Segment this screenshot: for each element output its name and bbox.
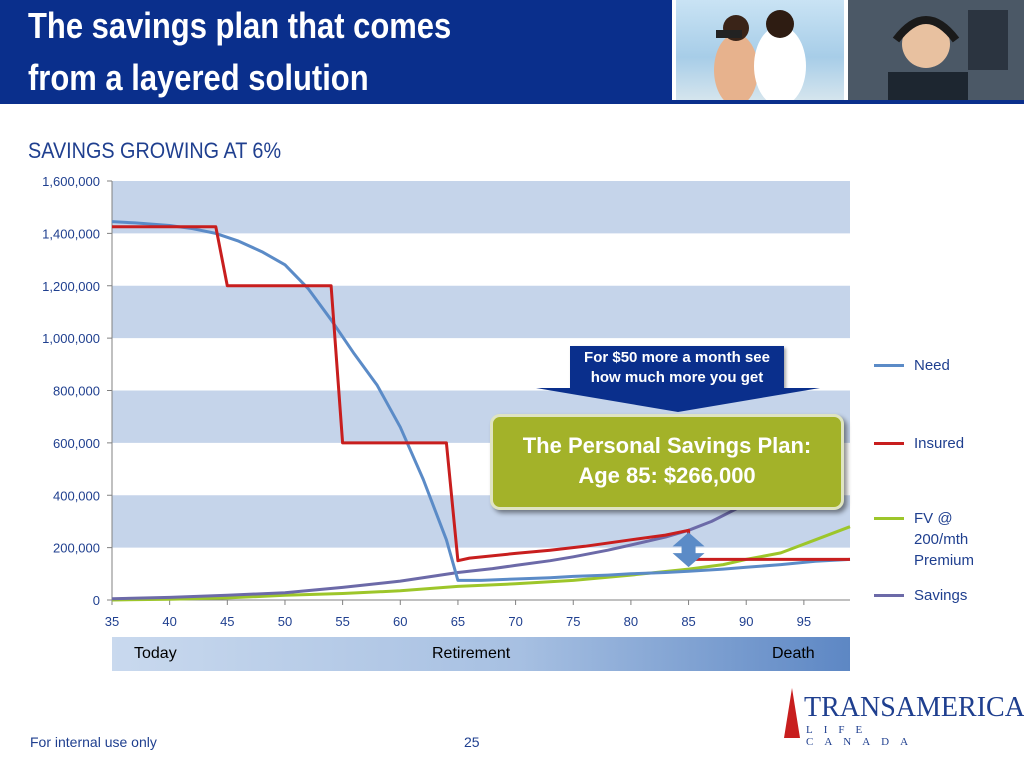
x-tick-label: 70: [508, 614, 522, 629]
double-arrow-head-down: [672, 553, 705, 568]
y-tick-label: 1,000,000: [42, 331, 100, 346]
insured-line: [112, 225, 850, 563]
x-tick-label: 45: [220, 614, 234, 629]
x-tick-label: 35: [105, 614, 119, 629]
chart-subtitle: SAVINGS GROWING AT 6%: [28, 138, 282, 163]
savings-plan-callout: The Personal Savings Plan: Age 85: $266,…: [490, 414, 844, 510]
savings-line: [111, 501, 747, 601]
x-tick-label: 50: [278, 614, 292, 629]
x-tick-label: 95: [797, 614, 811, 629]
x-tick-label: 65: [451, 614, 465, 629]
footer-note: For internal use only: [30, 734, 157, 750]
double-arrow-head-up: [672, 532, 705, 547]
slide-title: The savings plan that comes from a layer…: [28, 5, 452, 98]
y-tick-label: 600,000: [53, 436, 100, 451]
callout-line-1: The Personal Savings Plan:: [522, 433, 812, 458]
y-tick-label: 200,000: [53, 541, 100, 556]
legend-fv-label: FV @ 200/mth Premium: [914, 510, 975, 569]
x-tick-label: 55: [335, 614, 349, 629]
callout-line-2: Age 85: $266,000: [578, 463, 756, 488]
legend-insured-label: Insured: [914, 435, 965, 452]
y-tick-label: 800,000: [53, 384, 100, 399]
x-tick-label: 85: [681, 614, 695, 629]
legend-insured-swatch: [874, 442, 904, 445]
life-timeline: Today Retirement Death: [112, 637, 850, 671]
pyramid-icon: [784, 688, 800, 738]
x-tick-label: 40: [162, 614, 176, 629]
pilot-photo: [848, 0, 1024, 104]
legend-fv-swatch: [874, 517, 904, 520]
monthly-callout: For $50 more a month see how much more y…: [570, 346, 784, 390]
logo-subtitle: LIFE CANADA: [806, 724, 920, 748]
header-rule: [0, 100, 1024, 104]
legend-savings-label: Savings: [914, 587, 968, 604]
timeline-death: Death: [772, 645, 815, 662]
y-tick-label: 1,200,000: [42, 279, 100, 294]
x-tick-label: 80: [624, 614, 638, 629]
legend-need-swatch: [874, 364, 904, 367]
fv-premium-line: [111, 525, 851, 602]
title-band: [0, 0, 672, 104]
x-tick-label: 75: [566, 614, 580, 629]
logo-name: TRANSAMERICA: [804, 692, 1024, 723]
y-tick-label: 1,400,000: [42, 226, 100, 241]
page-number: 25: [464, 734, 480, 750]
y-tick-label: 1,600,000: [42, 174, 100, 189]
y-tick-label: 400,000: [53, 488, 100, 503]
family-photo: [676, 0, 844, 104]
y-tick-label: 0: [93, 593, 100, 608]
x-tick-label: 90: [739, 614, 753, 629]
x-tick-label: 60: [393, 614, 407, 629]
legend-need-label: Need: [914, 357, 950, 374]
double-arrow-shaft: [681, 544, 696, 556]
timeline-retirement: Retirement: [432, 645, 511, 662]
need-line: [111, 220, 851, 582]
grid-band: [112, 181, 850, 234]
grid-band: [112, 285, 850, 339]
transamerica-logo: TRANSAMERICA LIFE CANADA: [780, 686, 1024, 748]
legend-savings-swatch: [874, 594, 904, 597]
slide-header: The savings plan that comes from a layer…: [0, 0, 1024, 104]
timeline-today: Today: [134, 645, 177, 662]
